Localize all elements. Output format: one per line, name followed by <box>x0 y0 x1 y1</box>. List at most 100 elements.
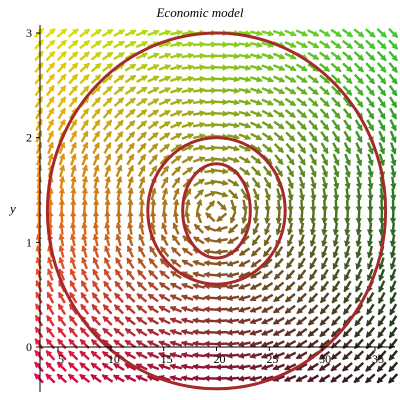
field-arrow-head <box>187 64 195 71</box>
field-arrow-head <box>199 144 206 151</box>
field-arrow-head <box>332 240 339 247</box>
field-arrow-head <box>226 306 233 313</box>
field-arrow-head <box>93 175 100 183</box>
field-arrow-head <box>222 52 229 60</box>
field-arrow-head <box>115 210 123 217</box>
field-arrow-head <box>286 262 293 269</box>
field-arrow-head <box>311 112 319 119</box>
field-arrow-head <box>114 292 121 300</box>
field-arrow-head <box>344 263 351 270</box>
field-arrow-head <box>104 233 111 241</box>
field-arrow-head <box>321 251 328 259</box>
field-arrow-head <box>135 328 143 335</box>
field-arrow-head <box>353 353 361 361</box>
field-arrow-head <box>69 245 77 252</box>
field-arrow-head <box>170 259 178 266</box>
field-arrow-head <box>83 40 91 47</box>
field-arrow-head <box>147 317 154 324</box>
field-arrow-head <box>82 130 89 138</box>
field-arrow-head <box>379 101 386 108</box>
field-arrow-head <box>187 98 195 105</box>
field-arrow-head <box>391 31 399 38</box>
field-arrow-head <box>222 168 229 175</box>
field-arrow-head <box>389 229 397 236</box>
field-arrow-head <box>147 305 155 312</box>
field-arrow-head <box>255 99 263 106</box>
field-arrow-head <box>129 86 137 93</box>
field-arrow-head <box>113 339 120 346</box>
field-arrow-head <box>353 376 361 383</box>
field-arrow-head <box>249 318 257 325</box>
field-arrow-head <box>277 123 285 130</box>
field-arrow-head <box>214 363 221 371</box>
field-arrow-head <box>309 229 317 236</box>
field-arrow-head <box>365 331 373 338</box>
field-arrow-head <box>377 331 384 338</box>
field-arrow-head <box>222 122 229 129</box>
field-arrow-head <box>300 135 307 142</box>
field-arrow-head <box>274 262 281 269</box>
field-arrow-head <box>92 268 99 276</box>
field-arrow-head <box>391 43 398 50</box>
field-arrow-head <box>376 365 384 372</box>
field-arrow-head <box>58 268 65 276</box>
field-arrow-head <box>192 259 199 266</box>
field-arrow-head <box>59 96 66 104</box>
field-arrow-head <box>203 236 210 244</box>
field-arrow-head <box>102 315 110 323</box>
field-arrow-head <box>151 132 159 139</box>
field-arrow-head <box>71 73 78 81</box>
field-arrow-head <box>129 97 136 104</box>
field-arrow-head <box>90 350 98 358</box>
field-arrow-head <box>273 295 280 302</box>
field-arrow-head <box>70 210 77 217</box>
field-arrow-head <box>298 262 304 270</box>
field-arrow-head <box>79 362 86 369</box>
field-arrow-head <box>367 206 374 213</box>
field-arrow-head <box>278 65 286 71</box>
field-arrow-head <box>322 123 329 131</box>
field-arrow-head <box>226 271 233 279</box>
field-arrow-head <box>199 52 206 60</box>
field-arrow-head <box>187 87 195 94</box>
orbit-curve-2 <box>146 136 287 286</box>
field-arrow-head <box>36 130 43 137</box>
field-arrow-head <box>117 131 124 138</box>
field-arrow-head <box>126 269 133 276</box>
field-arrow-head <box>322 112 330 119</box>
field-arrow-head <box>262 272 269 280</box>
field-arrow-head <box>186 167 194 174</box>
field-arrow-head <box>357 31 365 38</box>
field-arrow-head <box>255 134 263 140</box>
field-arrow-head <box>344 218 351 225</box>
field-arrow-head <box>344 274 350 282</box>
field-arrow-head <box>332 218 340 225</box>
field-arrow-head <box>298 240 305 247</box>
field-arrow-head <box>267 64 275 71</box>
field-arrow-head <box>176 75 183 82</box>
field-arrow-head <box>47 130 54 137</box>
field-arrow-head <box>158 340 165 347</box>
field-arrow-head <box>377 354 384 361</box>
field-arrow-head <box>36 141 43 149</box>
field-arrow-head <box>174 166 181 173</box>
ticks: 5 10 15 20 25 30 35 0 1 2 3 <box>26 26 384 366</box>
field-arrow-head <box>180 329 188 336</box>
field-arrow-head <box>320 285 327 292</box>
field-arrow-head <box>136 281 144 288</box>
field-arrow-head <box>323 30 331 37</box>
field-arrow-head <box>180 352 188 359</box>
field-arrow-head <box>58 233 65 240</box>
field-arrow-head <box>58 210 65 217</box>
field-arrow-head <box>356 124 363 132</box>
field-arrow-head <box>58 303 64 311</box>
field-arrow-head <box>311 100 319 107</box>
field-arrow-head <box>187 133 194 140</box>
field-arrow-head <box>238 260 246 267</box>
field-arrow-head <box>146 340 154 347</box>
field-arrow-head <box>80 292 87 299</box>
field-arrow-head <box>298 206 305 213</box>
field-arrow-head <box>345 89 353 96</box>
field-arrow-head <box>211 121 218 129</box>
field-arrow-head <box>390 159 397 167</box>
